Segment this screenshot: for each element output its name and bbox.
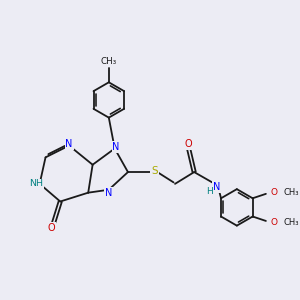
Text: O: O <box>48 223 55 233</box>
Text: N: N <box>105 188 112 198</box>
Text: CH₃: CH₃ <box>284 218 299 227</box>
Text: S: S <box>151 166 158 176</box>
Text: N: N <box>212 182 220 192</box>
Text: O: O <box>184 139 192 149</box>
Text: NH: NH <box>29 179 43 188</box>
Text: O: O <box>270 188 277 197</box>
Text: N: N <box>112 142 120 152</box>
Text: O: O <box>270 218 277 227</box>
Text: CH₃: CH₃ <box>284 188 299 197</box>
Text: H: H <box>206 187 213 196</box>
Text: N: N <box>65 139 73 149</box>
Text: CH₃: CH₃ <box>101 57 117 66</box>
